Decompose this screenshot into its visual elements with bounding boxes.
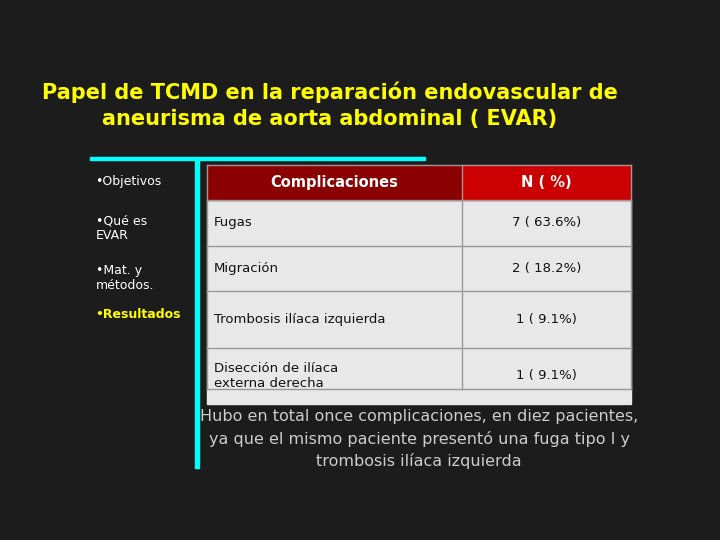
Text: Migración: Migración	[214, 262, 279, 275]
Text: Trombosis ilíaca izquierda: Trombosis ilíaca izquierda	[214, 313, 385, 326]
Text: 1 ( 9.1%): 1 ( 9.1%)	[516, 313, 577, 326]
Bar	[207, 165, 462, 200]
Bar	[207, 200, 631, 246]
Text: 2 ( 18.2%): 2 ( 18.2%)	[512, 262, 581, 275]
Bar	[90, 157, 425, 160]
Text: Hubo en total once complicaciones, en diez pacientes,
ya que el mismo paciente p: Hubo en total once complicaciones, en di…	[200, 409, 639, 469]
Text: N ( %): N ( %)	[521, 175, 572, 190]
Bar	[195, 158, 199, 468]
Text: •Resultados: •Resultados	[96, 308, 181, 321]
Bar	[207, 292, 631, 348]
Bar	[462, 165, 631, 200]
Bar	[207, 348, 631, 404]
Text: Complicaciones: Complicaciones	[271, 175, 398, 190]
Text: Papel de TCMD en la reparación endovascular de
aneurisma de aorta abdominal ( EV: Papel de TCMD en la reparación endovascu…	[42, 82, 618, 130]
Bar	[207, 246, 631, 292]
Text: 1 ( 9.1%): 1 ( 9.1%)	[516, 369, 577, 382]
Text: Disección de ilíaca
externa derecha: Disección de ilíaca externa derecha	[214, 362, 338, 390]
Text: •Objetivos: •Objetivos	[96, 175, 162, 188]
Text: •Qué es
EVAR: •Qué es EVAR	[96, 214, 147, 242]
Text: •Mat. y
métodos.: •Mat. y métodos.	[96, 265, 154, 292]
Text: 7 ( 63.6%): 7 ( 63.6%)	[512, 217, 581, 230]
Text: Fugas: Fugas	[214, 217, 253, 230]
